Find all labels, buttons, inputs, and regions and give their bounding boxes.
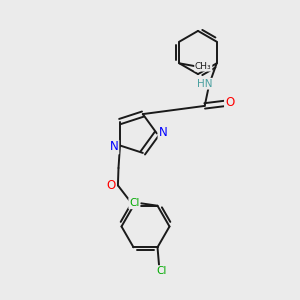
Text: N: N bbox=[110, 140, 118, 154]
Text: N: N bbox=[158, 125, 167, 139]
Text: HN: HN bbox=[197, 79, 212, 89]
Text: CH₃: CH₃ bbox=[195, 62, 211, 71]
Text: Cl: Cl bbox=[157, 266, 167, 276]
Text: O: O bbox=[225, 96, 234, 109]
Text: Cl: Cl bbox=[129, 198, 140, 208]
Text: O: O bbox=[107, 179, 116, 192]
